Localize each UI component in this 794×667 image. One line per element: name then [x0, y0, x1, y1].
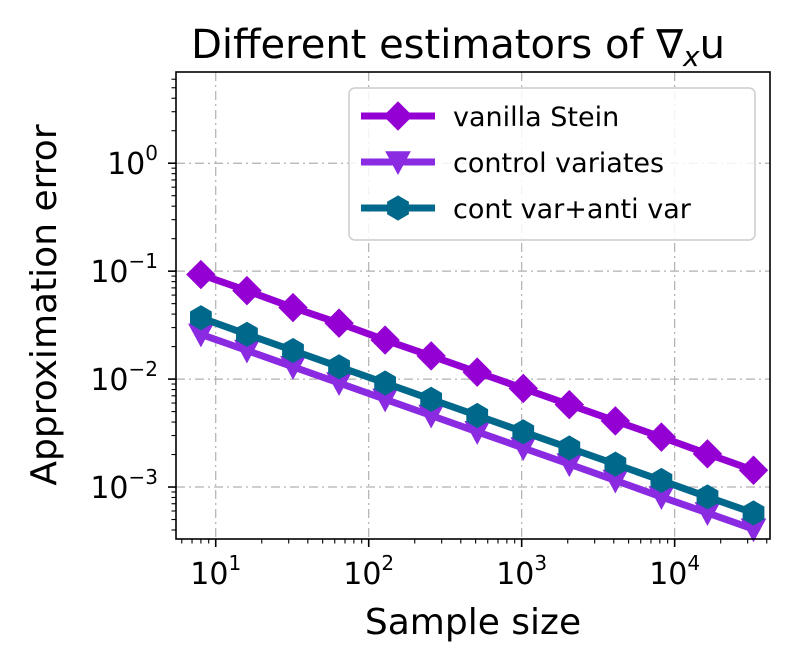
- plot-series: [186, 259, 769, 543]
- series-1: [186, 259, 769, 485]
- legend-marker: [387, 195, 409, 221]
- data-point: [738, 455, 769, 485]
- data-point: [696, 484, 719, 510]
- legend-label: vanilla Stein: [453, 102, 619, 133]
- legend-box: [348, 87, 756, 241]
- plot-frame: [175, 71, 771, 540]
- legend-entry: control variates: [361, 148, 664, 179]
- data-point: [650, 467, 673, 494]
- data-point: [190, 305, 212, 331]
- x-axis-label: Sample size: [365, 602, 581, 643]
- y-axis-label: Approximation error: [24, 124, 65, 485]
- data-point: [282, 337, 304, 364]
- data-point: [466, 402, 489, 429]
- data-point: [646, 422, 677, 452]
- data-point: [420, 386, 443, 412]
- y-tick-label: 10−2: [90, 357, 158, 398]
- legend-label: cont var+anti var: [453, 194, 692, 225]
- chart-title: Different estimators of ∇xu: [191, 22, 725, 73]
- legend-label: control variates: [453, 148, 664, 179]
- legend: vanilla Stein control variates cont var+an…: [348, 87, 756, 241]
- axis-ticks: 101 102 103 104 10−3 10−2 10−1 100: [90, 78, 768, 592]
- y-tick-label: 10−1: [90, 249, 158, 290]
- data-point: [604, 451, 627, 477]
- data-point: [370, 325, 400, 355]
- series-3: [190, 305, 765, 526]
- data-point: [558, 435, 581, 461]
- data-point: [232, 275, 262, 306]
- y-tick-label: 10−3: [90, 465, 158, 506]
- legend-marker: [383, 101, 413, 131]
- legend-marker: [385, 151, 411, 176]
- data-point: [742, 500, 765, 526]
- x-tick-label: 102: [343, 551, 394, 592]
- legend-entry: vanilla Stein: [361, 101, 619, 133]
- data-point: [186, 259, 216, 290]
- x-tick-label: 104: [649, 551, 700, 592]
- data-point: [692, 439, 723, 469]
- data-point: [508, 373, 538, 404]
- data-point: [416, 341, 446, 371]
- data-point: [374, 370, 396, 396]
- y-tick-label: 100: [107, 141, 158, 182]
- data-point: [600, 406, 631, 436]
- legend-entry: cont var+anti var: [361, 194, 692, 225]
- data-point: [554, 389, 585, 420]
- data-point: [462, 357, 492, 387]
- data-point: [278, 292, 308, 323]
- data-point: [512, 419, 535, 445]
- x-tick-label: 103: [496, 551, 547, 592]
- data-point: [324, 308, 354, 338]
- x-tick-label: 101: [190, 551, 241, 592]
- data-point: [328, 354, 350, 380]
- data-point: [236, 321, 258, 347]
